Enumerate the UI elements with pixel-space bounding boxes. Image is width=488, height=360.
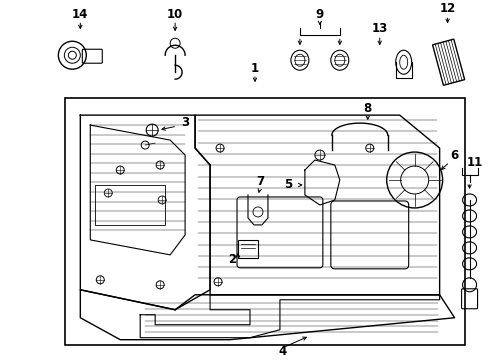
Text: 3: 3 <box>181 116 189 129</box>
Text: 8: 8 <box>363 102 371 114</box>
Text: 12: 12 <box>439 2 455 15</box>
Text: 11: 11 <box>466 156 482 168</box>
Bar <box>95 185 165 225</box>
Text: 5: 5 <box>283 179 291 192</box>
Text: 14: 14 <box>72 8 88 21</box>
Text: 1: 1 <box>250 62 259 75</box>
Text: 7: 7 <box>255 175 264 189</box>
Text: 13: 13 <box>371 22 387 35</box>
Bar <box>65 98 464 345</box>
Text: 6: 6 <box>449 149 458 162</box>
Text: 9: 9 <box>315 8 324 21</box>
Text: 10: 10 <box>167 8 183 21</box>
Bar <box>238 240 258 258</box>
Text: 2: 2 <box>227 253 236 266</box>
Text: 4: 4 <box>278 345 286 358</box>
